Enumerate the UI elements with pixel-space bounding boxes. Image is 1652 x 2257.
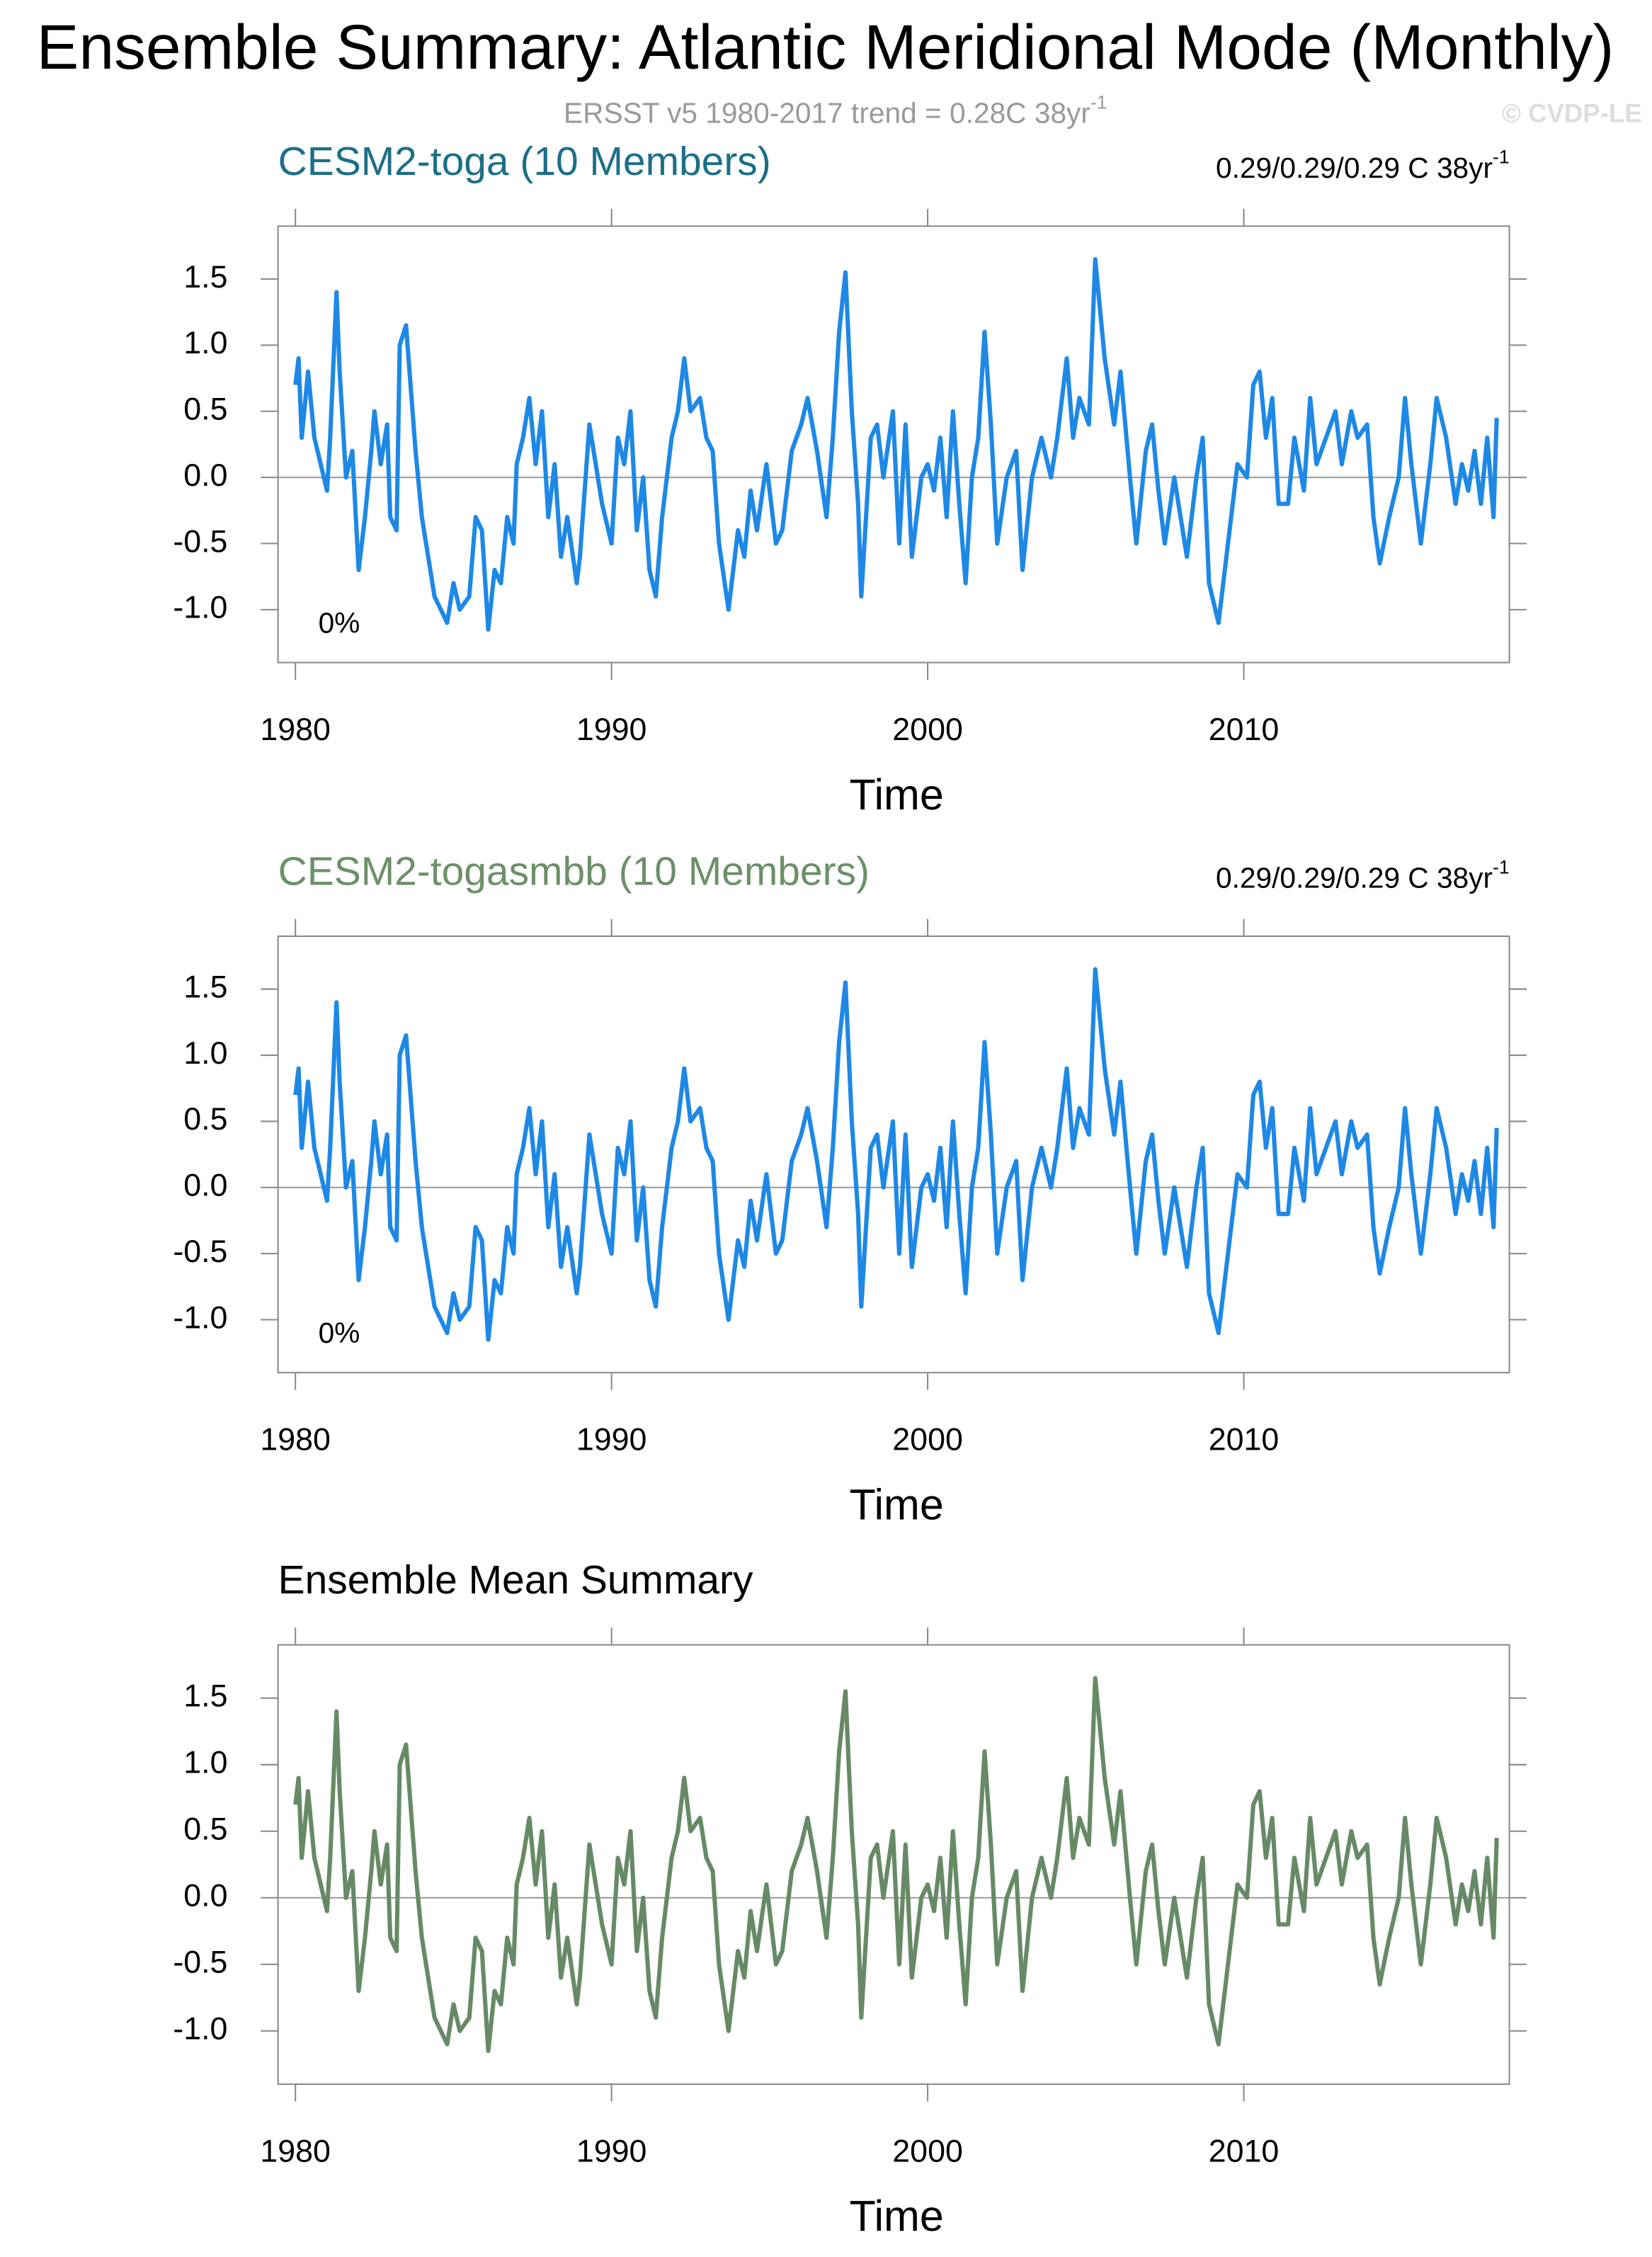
y-tick-label: 0.5: [183, 1101, 227, 1137]
y-tick-label: 0.5: [183, 1812, 227, 1847]
trend-sup: -1: [1493, 856, 1510, 877]
x-tick-label: 2010: [1209, 1422, 1280, 1457]
x-tick-label: 1980: [260, 1422, 331, 1457]
y-tick-label: -1.0: [173, 590, 227, 625]
figure-title: Ensemble Summary: Atlantic Meridional Mo…: [37, 11, 1614, 82]
x-tick-label: 2000: [892, 1422, 963, 1457]
x-tick-label: 2000: [892, 712, 963, 747]
y-tick-label: 0.0: [183, 457, 227, 493]
subtitle-sup: -1: [1090, 91, 1107, 113]
y-tick-label: 1.5: [183, 259, 227, 295]
y-tick-label: 0.0: [183, 1878, 227, 1914]
trend-label: 0.29/0.29/0.29 C 38yr-1: [1216, 147, 1510, 184]
x-tick-label: 1980: [260, 2133, 331, 2168]
panel-title: CESM2-togasmbb (10 Members): [278, 849, 870, 894]
x-tick-label: 1980: [260, 712, 331, 747]
y-tick-label: -1.0: [173, 2011, 227, 2047]
panel-title: CESM2-toga (10 Members): [278, 139, 771, 184]
y-tick-label: 0.0: [183, 1168, 227, 1203]
trend-label: 0.29/0.29/0.29 C 38yr-1: [1216, 856, 1510, 894]
y-tick-label: 1.0: [183, 325, 227, 360]
y-tick-label: 1.5: [183, 1678, 227, 1714]
y-tick-label: -0.5: [173, 523, 227, 559]
x-tick-label: 2010: [1209, 2133, 1280, 2168]
trend-text: 0.29/0.29/0.29 C 38yr: [1216, 861, 1493, 894]
x-tick-label: 1990: [576, 712, 647, 747]
panel-title: Ensemble Mean Summary: [278, 1557, 753, 1603]
subtitle: ERSST v5 1980-2017 trend = 0.28C 38yr-1: [564, 91, 1107, 129]
y-tick-label: -0.5: [173, 1234, 227, 1269]
subtitle-text: ERSST v5 1980-2017 trend = 0.28C 38yr: [564, 96, 1090, 129]
annotation: 0%: [319, 1317, 360, 1349]
y-tick-label: -1.0: [173, 1300, 227, 1335]
y-tick-label: 1.0: [183, 1035, 227, 1071]
plot-frame: [277, 225, 1510, 664]
y-tick-label: 1.5: [183, 969, 227, 1004]
x-axis-label: Time: [850, 1481, 944, 1529]
x-tick-label: 2010: [1209, 712, 1280, 747]
x-tick-label: 2000: [892, 2133, 963, 2168]
x-tick-label: 1990: [576, 2133, 647, 2168]
y-tick-label: 0.5: [183, 392, 227, 427]
data-line: [293, 1676, 1499, 2053]
data-line: [293, 256, 1499, 632]
x-axis-label: Time: [850, 771, 944, 819]
y-tick-label: -0.5: [173, 1945, 227, 1980]
watermark: © CVDP-LE: [1502, 98, 1642, 127]
data-line: [293, 967, 1499, 1342]
trend-sup: -1: [1493, 147, 1510, 168]
x-tick-label: 1990: [576, 1422, 647, 1457]
plot-frame: [277, 1644, 1510, 2085]
trend-text: 0.29/0.29/0.29 C 38yr: [1216, 152, 1493, 184]
plot-frame: [277, 935, 1510, 1374]
x-axis-label: Time: [850, 2192, 944, 2240]
y-tick-label: 1.0: [183, 1745, 227, 1780]
annotation: 0%: [319, 606, 360, 639]
